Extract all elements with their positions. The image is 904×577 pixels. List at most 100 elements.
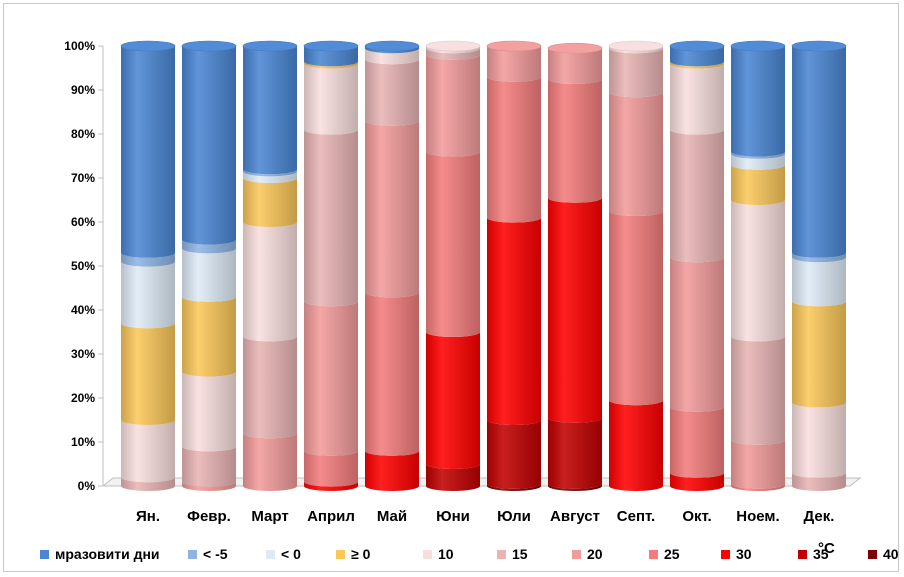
segment-1-6: [182, 371, 236, 452]
legend-swatch: [336, 549, 345, 559]
legend-label: 20: [587, 546, 603, 562]
bar-3: [303, 40, 359, 491]
legend-item: < 0: [266, 543, 301, 565]
legend-label: 25: [664, 546, 680, 562]
bar-top-7: [547, 42, 603, 54]
segment-4-4: [365, 120, 419, 298]
segment-9-10: [670, 46, 724, 67]
x-tick-label: Ян.: [136, 508, 160, 525]
segment-10-7: [731, 164, 785, 205]
unit-label: °C: [818, 540, 835, 557]
segment-4-3: [365, 292, 419, 456]
legend-swatch: [572, 549, 581, 559]
segment-4-5: [365, 59, 419, 126]
segment-11-7: [792, 301, 846, 408]
x-tick-label: Март: [251, 508, 288, 525]
segment-3-5: [304, 129, 358, 307]
legend-item: 35: [798, 543, 829, 565]
legend-item: 40: [868, 543, 899, 565]
segment-3-6: [304, 63, 358, 135]
legend-swatch: [798, 549, 807, 559]
segment-8-3: [609, 211, 663, 406]
segment-3-2: [304, 481, 358, 491]
legend-swatch: [188, 549, 197, 559]
bar-6: [486, 40, 542, 491]
bar-top-8: [608, 40, 664, 52]
segment-7-3: [548, 79, 602, 203]
segment-1-4: [182, 481, 236, 491]
segment-4-10: [365, 46, 419, 54]
segment-11-10: [792, 46, 846, 258]
legend-item: 20: [572, 543, 603, 565]
segment-7-2: [548, 197, 602, 423]
bar-top-3: [303, 40, 359, 52]
x-tick-label: Юни: [436, 508, 470, 525]
segment-9-6: [670, 63, 724, 135]
segment-0-10: [121, 46, 175, 258]
legend-label: 30: [736, 546, 752, 562]
bar-top-9: [669, 40, 725, 52]
segment-4-2: [365, 450, 419, 491]
segment-6-0: [487, 483, 541, 491]
segment-1-10: [182, 46, 236, 245]
segment-1-8: [182, 248, 236, 302]
segment-2-7: [243, 178, 297, 227]
x-tick-label: Май: [377, 508, 407, 525]
bar-5: [425, 40, 481, 491]
legend-item: < -5: [188, 543, 228, 565]
segment-10-3: [731, 483, 785, 491]
bar-top-4: [364, 40, 420, 52]
segment-2-5: [243, 336, 297, 439]
segment-5-2: [426, 332, 480, 469]
bar-4: [364, 40, 420, 491]
legend-swatch: [266, 549, 275, 559]
segment-6-4: [487, 46, 541, 82]
segment-3-7: [304, 61, 358, 69]
segment-2-4: [243, 433, 297, 491]
segment-7-1: [548, 417, 602, 489]
chart-frame: [3, 3, 899, 572]
segment-1-7: [182, 296, 236, 377]
y-tick-label: 20%: [71, 391, 95, 405]
bar-top-10: [730, 40, 786, 52]
legend-item: 10: [423, 543, 454, 565]
legend-label: < 0: [281, 546, 301, 562]
segment-0-9: [121, 252, 175, 267]
legend-item: 30: [721, 543, 752, 565]
x-tick-label: Окт.: [682, 508, 711, 525]
segment-5-1: [426, 464, 480, 491]
segment-10-6: [731, 200, 785, 342]
segment-8-4: [609, 92, 663, 216]
segment-7-0: [548, 483, 602, 491]
segment-9-5: [670, 129, 724, 263]
segment-1-5: [182, 446, 236, 487]
legend-label: 15: [512, 546, 528, 562]
legend-item: ≥ 0: [336, 543, 370, 565]
segment-0-5: [121, 477, 175, 491]
legend-item: 15: [497, 543, 528, 565]
segment-8-2: [609, 400, 663, 491]
chart-legend: мразовити дни < -5 < 0 ≥ 0 10 15 20 25 30 35 40: [40, 543, 899, 565]
legend-label: < -5: [203, 546, 228, 562]
legend-swatch: [649, 549, 658, 559]
legend-item: мразовити дни: [40, 543, 160, 565]
segment-1-9: [182, 239, 236, 254]
segment-3-10: [304, 46, 358, 67]
segment-5-3: [426, 151, 481, 337]
x-tick-label: Септ.: [617, 508, 655, 525]
bar-top-2: [242, 40, 298, 52]
y-tick-label: 60%: [71, 215, 95, 229]
legend-label: 10: [438, 546, 454, 562]
bar-top-1: [181, 40, 237, 52]
legend-label: мразовити дни: [55, 546, 160, 562]
segment-2-6: [243, 222, 297, 342]
y-tick-label: 50%: [71, 259, 95, 273]
segment-5-5: [426, 48, 481, 60]
segment-11-8: [792, 257, 846, 307]
legend-swatch: [40, 549, 49, 559]
y-tick-label: 10%: [71, 435, 95, 449]
x-tick-label: Април: [307, 508, 355, 525]
segment-8-6: [609, 46, 663, 54]
segment-0-7: [121, 323, 175, 425]
